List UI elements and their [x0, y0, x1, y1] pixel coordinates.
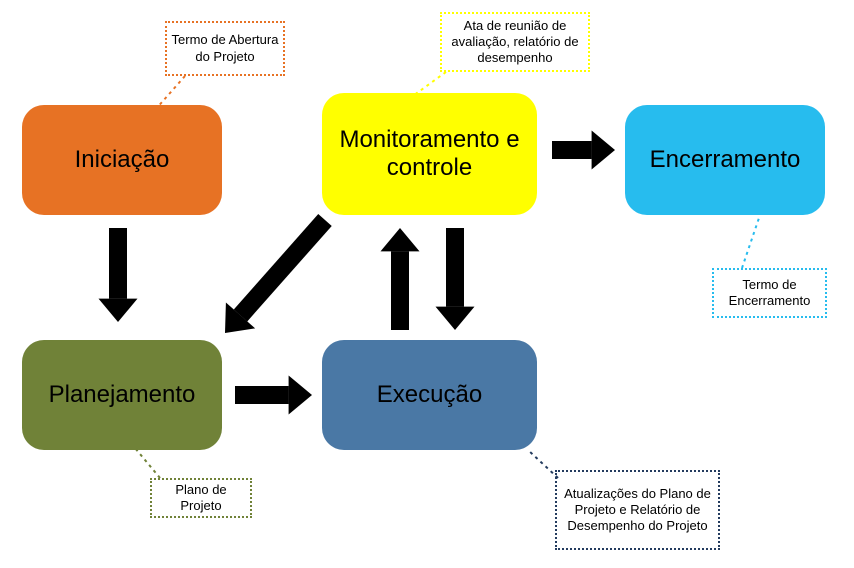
node-encerramento: Encerramento: [625, 105, 825, 215]
callout-text: Termo de Encerramento: [718, 277, 821, 310]
callout-planejamento: Plano de Projeto: [150, 478, 252, 518]
node-label: Planejamento: [49, 381, 196, 409]
callout-text: Atualizações do Plano de Projeto e Relat…: [561, 486, 714, 535]
node-label: Encerramento: [650, 146, 801, 174]
node-label: Monitoramento e controle: [328, 126, 531, 181]
node-iniciacao: Iniciação: [22, 105, 222, 215]
callout-execucao: Atualizações do Plano de Projeto e Relat…: [555, 470, 720, 550]
node-monitoramento: Monitoramento e controle: [322, 93, 537, 215]
node-execucao: Execução: [322, 340, 537, 450]
diagram-stage: Iniciação Monitoramento e controle Encer…: [0, 0, 854, 568]
node-planejamento: Planejamento: [22, 340, 222, 450]
node-label: Execução: [377, 381, 482, 409]
node-label: Iniciação: [75, 146, 170, 174]
callout-encerramento: Termo de Encerramento: [712, 268, 827, 318]
callout-monitoramento: Ata de reunião de avaliação, relatório d…: [440, 12, 590, 72]
callout-iniciacao: Termo de Abertura do Projeto: [165, 21, 285, 76]
callout-text: Plano de Projeto: [156, 482, 246, 515]
callout-text: Ata de reunião de avaliação, relatório d…: [446, 18, 584, 67]
callout-text: Termo de Abertura do Projeto: [171, 32, 279, 65]
